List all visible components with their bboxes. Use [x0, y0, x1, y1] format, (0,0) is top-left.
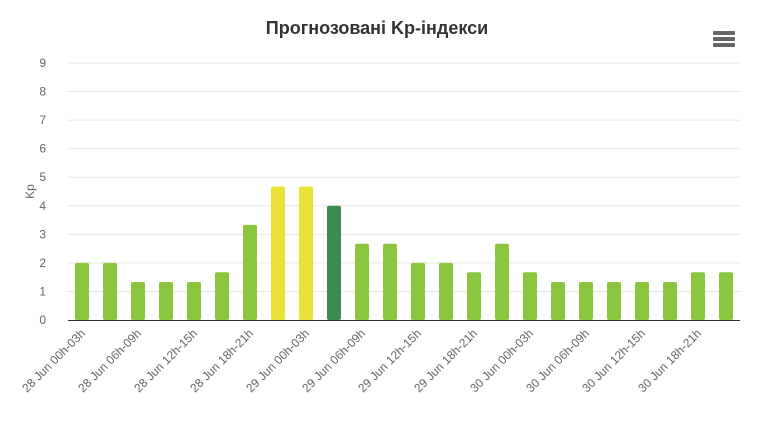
y-tick-label: 3	[39, 227, 46, 241]
y-tick-label: 7	[39, 113, 46, 127]
kp-bar	[411, 262, 425, 320]
menu-icon-bar-top	[713, 31, 735, 35]
kp-bar	[551, 282, 565, 320]
menu-icon-bar-bottom	[713, 43, 735, 47]
y-axis-title: Kp	[23, 184, 37, 199]
grid-lines	[68, 62, 740, 292]
kp-bar	[243, 224, 257, 320]
y-tick-label: 9	[39, 56, 46, 70]
kp-bar	[187, 282, 201, 320]
kp-bar	[271, 186, 285, 320]
y-tick-label: 0	[39, 313, 46, 327]
kp-bar	[663, 282, 677, 320]
y-tick-label: 2	[39, 256, 46, 270]
chart-menu-button[interactable]	[708, 26, 738, 52]
kp-bar	[439, 262, 453, 320]
chart-title: Прогнозовані Kp-індекси	[265, 18, 489, 38]
y-tick-label: 1	[39, 284, 46, 298]
kp-bar	[103, 262, 117, 320]
kp-bar	[355, 243, 369, 320]
kp-bar	[719, 272, 733, 320]
kp-bar	[159, 282, 173, 320]
kp-bar	[75, 262, 89, 320]
kp-bar	[523, 272, 537, 320]
kp-bar	[327, 205, 341, 320]
kp-bar	[215, 272, 229, 320]
kp-bar	[467, 272, 481, 320]
bars	[75, 186, 733, 320]
kp-bar	[635, 282, 649, 320]
kp-bar	[579, 282, 593, 320]
y-tick-label: 8	[39, 85, 46, 99]
kp-bar	[299, 186, 313, 320]
kp-bar	[495, 243, 509, 320]
y-tick-label: 4	[39, 199, 46, 213]
y-tick-label: 5	[39, 170, 46, 184]
kp-bar	[383, 243, 397, 320]
y-tick-label: 6	[39, 142, 46, 156]
kp-bar	[691, 272, 705, 320]
kp-bar	[607, 282, 621, 320]
menu-icon-bar-middle	[713, 37, 735, 41]
kp-bar	[131, 282, 145, 320]
